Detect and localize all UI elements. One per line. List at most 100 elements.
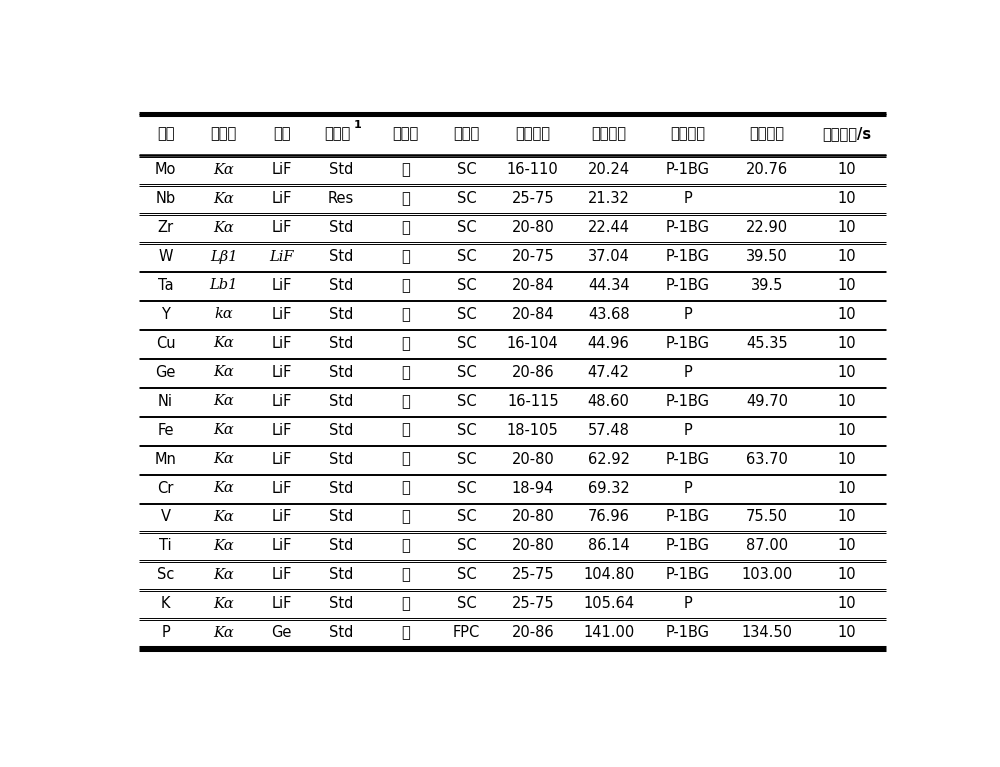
Text: Kα: Kα bbox=[213, 597, 234, 611]
Text: Res: Res bbox=[328, 191, 354, 206]
Text: Std: Std bbox=[329, 307, 353, 322]
Text: Kα: Kα bbox=[213, 163, 234, 176]
Text: Std: Std bbox=[329, 481, 353, 495]
Text: 76.96: 76.96 bbox=[588, 509, 630, 525]
Text: 测量模式: 测量模式 bbox=[670, 127, 705, 141]
Text: 75.50: 75.50 bbox=[746, 509, 788, 525]
Text: 10: 10 bbox=[837, 423, 856, 438]
Text: FPC: FPC bbox=[453, 625, 480, 640]
Text: LiF: LiF bbox=[271, 336, 292, 351]
Text: 测量时间/s: 测量时间/s bbox=[822, 127, 871, 141]
Text: 10: 10 bbox=[837, 162, 856, 177]
Text: 关: 关 bbox=[401, 538, 410, 554]
Text: Kα: Kα bbox=[213, 481, 234, 495]
Text: LiF: LiF bbox=[271, 452, 292, 466]
Text: SC: SC bbox=[457, 596, 476, 611]
Text: 86.14: 86.14 bbox=[588, 538, 630, 554]
Text: 关: 关 bbox=[401, 393, 410, 409]
Text: P-1BG: P-1BG bbox=[666, 452, 710, 466]
Text: SC: SC bbox=[457, 538, 476, 554]
Text: 关: 关 bbox=[401, 307, 410, 322]
Text: Kα: Kα bbox=[213, 423, 234, 437]
Text: 48.60: 48.60 bbox=[588, 393, 630, 409]
Text: LiF: LiF bbox=[271, 423, 292, 438]
Text: Kα: Kα bbox=[213, 568, 234, 582]
Text: LiF: LiF bbox=[271, 162, 292, 177]
Text: Sc: Sc bbox=[157, 568, 174, 582]
Text: Ti: Ti bbox=[159, 538, 172, 554]
Text: 10: 10 bbox=[837, 538, 856, 554]
Text: Std: Std bbox=[329, 452, 353, 466]
Text: 62.92: 62.92 bbox=[588, 452, 630, 466]
Text: 关: 关 bbox=[401, 278, 410, 293]
Text: Kα: Kα bbox=[213, 452, 234, 466]
Text: 10: 10 bbox=[837, 220, 856, 235]
Text: 105.64: 105.64 bbox=[583, 596, 634, 611]
Text: Std: Std bbox=[329, 393, 353, 409]
Text: 关: 关 bbox=[401, 191, 410, 206]
Text: 20-80: 20-80 bbox=[511, 509, 554, 525]
Text: Zr: Zr bbox=[157, 220, 174, 235]
Text: LiF: LiF bbox=[271, 220, 292, 235]
Text: Std: Std bbox=[329, 509, 353, 525]
Text: LiF: LiF bbox=[271, 307, 292, 322]
Text: LiF: LiF bbox=[271, 278, 292, 293]
Text: 39.5: 39.5 bbox=[751, 278, 783, 293]
Text: P: P bbox=[684, 365, 692, 380]
Text: 10: 10 bbox=[837, 336, 856, 351]
Text: 103.00: 103.00 bbox=[742, 568, 793, 582]
Text: Cu: Cu bbox=[156, 336, 175, 351]
Text: 关: 关 bbox=[401, 596, 410, 611]
Text: SC: SC bbox=[457, 278, 476, 293]
Text: 69.32: 69.32 bbox=[588, 481, 630, 495]
Text: 43.68: 43.68 bbox=[588, 307, 629, 322]
Text: 25-75: 25-75 bbox=[511, 191, 554, 206]
Text: Kα: Kα bbox=[213, 394, 234, 408]
Text: 关: 关 bbox=[401, 625, 410, 640]
Text: P-1BG: P-1BG bbox=[666, 538, 710, 554]
Text: Kα: Kα bbox=[213, 221, 234, 235]
Text: Ge: Ge bbox=[271, 625, 292, 640]
Text: Lβ1: Lβ1 bbox=[210, 249, 237, 264]
Text: 10: 10 bbox=[837, 191, 856, 206]
Text: Kα: Kα bbox=[213, 365, 234, 379]
Text: SC: SC bbox=[457, 220, 476, 235]
Text: P: P bbox=[161, 625, 170, 640]
Text: 关: 关 bbox=[401, 365, 410, 380]
Text: 20.76: 20.76 bbox=[746, 162, 788, 177]
Text: 25-75: 25-75 bbox=[511, 596, 554, 611]
Text: P-1BG: P-1BG bbox=[666, 393, 710, 409]
Text: P-1BG: P-1BG bbox=[666, 568, 710, 582]
Text: Fe: Fe bbox=[157, 423, 174, 438]
Text: 测量角度: 测量角度 bbox=[591, 127, 626, 141]
Text: Std: Std bbox=[329, 423, 353, 438]
Text: 关: 关 bbox=[401, 423, 410, 438]
Text: 16-104: 16-104 bbox=[507, 336, 559, 351]
Text: 18-94: 18-94 bbox=[512, 481, 554, 495]
Text: 10: 10 bbox=[837, 568, 856, 582]
Text: 10: 10 bbox=[837, 365, 856, 380]
Text: Nb: Nb bbox=[155, 191, 176, 206]
Text: Kα: Kα bbox=[213, 510, 234, 524]
Text: 1: 1 bbox=[354, 120, 362, 130]
Text: 104.80: 104.80 bbox=[583, 568, 634, 582]
Text: 关: 关 bbox=[401, 452, 410, 466]
Text: SC: SC bbox=[457, 365, 476, 380]
Text: 141.00: 141.00 bbox=[583, 625, 634, 640]
Text: 22.90: 22.90 bbox=[746, 220, 788, 235]
Text: 脉冲范围: 脉冲范围 bbox=[515, 127, 550, 141]
Text: 探测器: 探测器 bbox=[453, 127, 480, 141]
Text: P-1BG: P-1BG bbox=[666, 625, 710, 640]
Text: 10: 10 bbox=[837, 307, 856, 322]
Text: 16-110: 16-110 bbox=[507, 162, 559, 177]
Text: Y: Y bbox=[161, 307, 170, 322]
Text: SC: SC bbox=[457, 568, 476, 582]
Text: 134.50: 134.50 bbox=[742, 625, 793, 640]
Text: 10: 10 bbox=[837, 481, 856, 495]
Text: 10: 10 bbox=[837, 596, 856, 611]
Text: 21.32: 21.32 bbox=[588, 191, 630, 206]
Text: 准直器: 准直器 bbox=[324, 127, 350, 141]
Text: SC: SC bbox=[457, 481, 476, 495]
Text: LiF: LiF bbox=[271, 568, 292, 582]
Text: LiF: LiF bbox=[271, 538, 292, 554]
